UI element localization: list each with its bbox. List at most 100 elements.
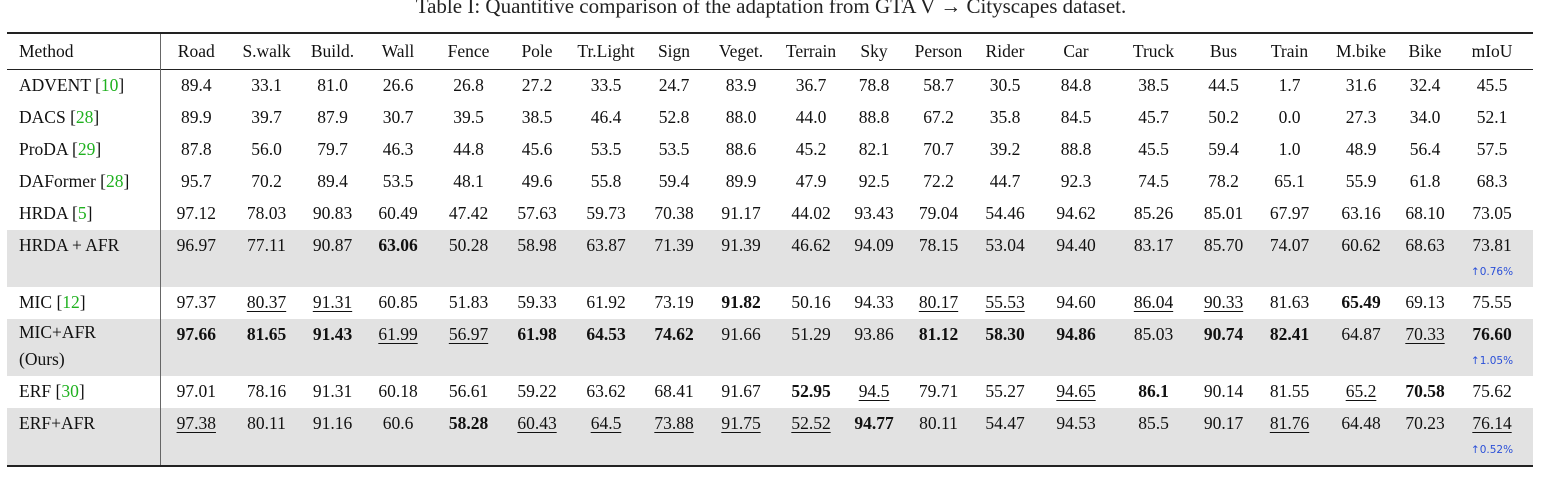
cell-value: 48.1 bbox=[453, 171, 484, 191]
value-cell: 97.37 bbox=[160, 287, 232, 319]
cell-value: 70.38 bbox=[654, 203, 694, 223]
value-cell: 44.8 bbox=[432, 134, 505, 166]
cell-value: 39.5 bbox=[453, 107, 484, 127]
cell-value: 90.83 bbox=[312, 203, 353, 223]
cell-value: 59.33 bbox=[517, 292, 557, 312]
cell-value: 94.40 bbox=[1056, 235, 1096, 255]
table-body: ADVENT [10] 89.4 33.1 81.0 26.6 26.8 27.2 33.5 2… bbox=[7, 69, 1533, 466]
value-cell: 94.77 bbox=[845, 408, 903, 466]
column-header: Bus bbox=[1209, 41, 1238, 61]
cell-value: 0.0 bbox=[1278, 107, 1301, 127]
value-cell: 27.3 bbox=[1323, 102, 1399, 134]
value-cell: 88.8 bbox=[845, 102, 903, 134]
value-cell: 91.75 bbox=[705, 408, 777, 466]
value-cell: 97.66 bbox=[160, 319, 232, 376]
value-cell: 94.40 bbox=[1036, 230, 1116, 287]
cell-value: 33.1 bbox=[251, 75, 282, 95]
cell-value: 70.2 bbox=[251, 171, 282, 191]
cell-value: 60.18 bbox=[378, 381, 418, 401]
table-row: ERF [30] 97.01 78.16 91.31 60.18 56.61 59.22 63… bbox=[7, 376, 1533, 408]
value-cell: 61.98 bbox=[505, 319, 569, 376]
cell-value: 83.17 bbox=[1133, 235, 1174, 255]
cell-value: 91.67 bbox=[721, 381, 761, 401]
value-cell: 59.4 bbox=[643, 166, 705, 198]
value-cell: 93.86 bbox=[845, 319, 903, 376]
value-cell: 67.97 bbox=[1256, 198, 1323, 230]
value-cell: 84.8 bbox=[1036, 70, 1116, 103]
value-cell: 45.5 bbox=[1116, 134, 1191, 166]
cell-value: 51.83 bbox=[448, 292, 489, 312]
cell-value: 64.87 bbox=[1341, 324, 1381, 344]
value-cell: 54.47 bbox=[974, 408, 1036, 466]
value-cell: 90.83 bbox=[301, 198, 364, 230]
value-cell: 53.5 bbox=[364, 166, 432, 198]
cell-value: 94.09 bbox=[854, 235, 894, 255]
value-cell: 81.76 bbox=[1256, 408, 1323, 466]
value-cell: 85.26 bbox=[1116, 198, 1191, 230]
value-cell: 47.42 bbox=[432, 198, 505, 230]
value-cell: 96.97 bbox=[160, 230, 232, 287]
table-row: MIC+AFR (Ours) 97.66 81.65 91.43 61.99 56.97 61… bbox=[7, 319, 1533, 376]
value-cell: 36.7 bbox=[777, 70, 845, 103]
cell-value: 27.3 bbox=[1345, 107, 1377, 127]
cell-value: 84.5 bbox=[1060, 107, 1092, 127]
cell-value: 56.97 bbox=[448, 324, 489, 344]
value-cell: 88.6 bbox=[705, 134, 777, 166]
value-cell: 80.37 bbox=[232, 287, 301, 319]
cell-value: 57.5 bbox=[1476, 139, 1508, 159]
cell-value: 26.6 bbox=[382, 75, 414, 95]
cell-value: 68.10 bbox=[1405, 203, 1445, 223]
value-cell: 58.7 bbox=[903, 70, 974, 103]
value-cell: 80.11 bbox=[903, 408, 974, 466]
cell-value: 90.33 bbox=[1203, 292, 1244, 312]
cell-value: 46.62 bbox=[791, 235, 831, 255]
value-cell: 94.62 bbox=[1036, 198, 1116, 230]
cell-value: 68.63 bbox=[1405, 235, 1445, 255]
method-cell: HRDA [5] bbox=[7, 198, 161, 230]
cell-value: 47.42 bbox=[448, 203, 489, 223]
value-cell: 91.82 bbox=[705, 287, 777, 319]
cell-value: 92.5 bbox=[858, 171, 890, 191]
cell-value: 90.17 bbox=[1203, 413, 1244, 433]
value-cell: 70.7 bbox=[903, 134, 974, 166]
column-header: Car bbox=[1063, 41, 1089, 61]
cell-value: 90.87 bbox=[312, 235, 353, 255]
cell-value: 83.9 bbox=[725, 75, 757, 95]
cell-value: 53.5 bbox=[382, 171, 414, 191]
value-cell: 46.4 bbox=[569, 102, 643, 134]
cell-value: 94.62 bbox=[1056, 203, 1096, 223]
cell-value: 74.5 bbox=[1138, 171, 1169, 191]
cell-value: 94.86 bbox=[1056, 324, 1096, 344]
cell-value: 39.7 bbox=[251, 107, 282, 127]
value-cell: 78.8 bbox=[845, 70, 903, 103]
cell-value: 59.22 bbox=[517, 381, 557, 401]
cell-value: 59.4 bbox=[1208, 139, 1239, 159]
improvement-label: ↑0.76% bbox=[1470, 266, 1514, 278]
cell-value: 79.71 bbox=[918, 381, 959, 401]
value-cell: 71.39 bbox=[643, 230, 705, 287]
table-row: HRDA + AFR 96.97 77.11 90.87 63.06 50.28 58.98… bbox=[7, 230, 1533, 287]
value-cell: 50.28 bbox=[432, 230, 505, 287]
cell-value: 85.01 bbox=[1203, 203, 1244, 223]
value-cell: 89.9 bbox=[160, 102, 232, 134]
table-row: ProDA [29] 87.8 56.0 79.7 46.3 44.8 45.6 53.5 53… bbox=[7, 134, 1533, 166]
cell-value: 73.19 bbox=[654, 292, 694, 312]
value-cell: 85.70 bbox=[1191, 230, 1256, 287]
value-cell: 79.04 bbox=[903, 198, 974, 230]
cell-value: 54.47 bbox=[985, 413, 1025, 433]
value-cell: 59.33 bbox=[505, 287, 569, 319]
cell-value: 55.8 bbox=[590, 171, 622, 191]
value-cell: 48.1 bbox=[432, 166, 505, 198]
cell-value: 94.77 bbox=[854, 413, 894, 433]
cell-value: 91.66 bbox=[721, 324, 761, 344]
cell-value: 82.41 bbox=[1269, 324, 1310, 344]
cell-value: 97.01 bbox=[176, 381, 216, 401]
cell-value: 27.2 bbox=[521, 75, 553, 95]
cell-value: 45.2 bbox=[795, 139, 827, 159]
cell-value: 97.38 bbox=[176, 413, 216, 433]
cell-value: 60.43 bbox=[517, 413, 557, 433]
value-cell: 60.43 bbox=[505, 408, 569, 466]
value-cell: 63.06 bbox=[364, 230, 432, 287]
cell-value: 55.9 bbox=[1345, 171, 1377, 191]
cell-value: 71.39 bbox=[654, 235, 694, 255]
